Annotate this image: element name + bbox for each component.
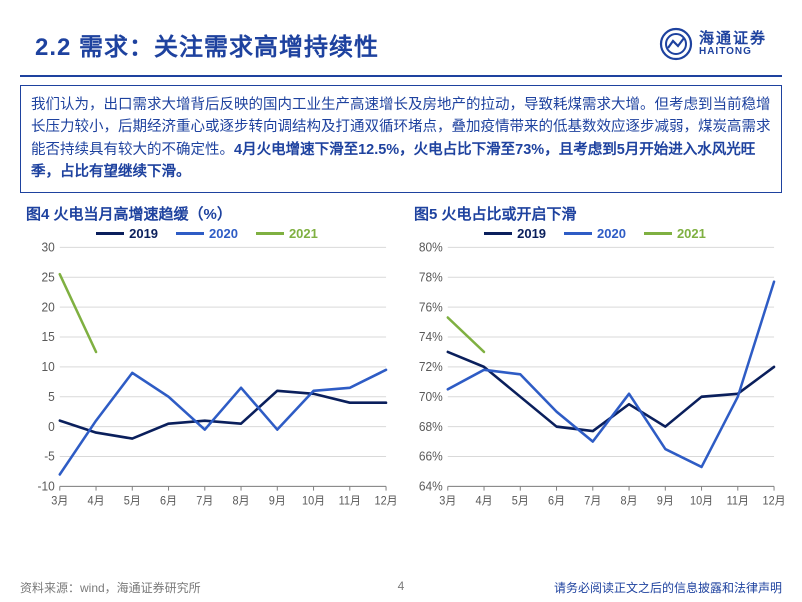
legend-label: 2020: [597, 226, 626, 241]
svg-text:4月: 4月: [88, 495, 105, 507]
chart-right-col: 图5 火电占比或开启下滑 2019 2020 2021 64% 66% 68% 70% 72…: [406, 203, 784, 516]
legend-item: 2021: [644, 226, 706, 241]
svg-text:9月: 9月: [657, 495, 674, 507]
svg-text:11月: 11月: [339, 495, 361, 507]
legend-swatch: [484, 232, 512, 235]
svg-text:74%: 74%: [419, 330, 443, 344]
svg-text:25: 25: [42, 270, 55, 284]
svg-text:3月: 3月: [51, 495, 68, 507]
logo-icon: [659, 27, 693, 61]
svg-text:30: 30: [42, 241, 55, 255]
svg-text:10月: 10月: [302, 495, 325, 507]
legend-label: 2019: [517, 226, 546, 241]
svg-text:3月: 3月: [439, 495, 456, 507]
header-divider: [20, 75, 782, 77]
chart-left: -10 -5 0 5 10 15 20 25 30 3月 4月 5月 6月 7月 8月 9月 10月 11月 12月: [18, 241, 396, 516]
page-title: 2.2 需求：关注需求高增持续性: [35, 27, 379, 62]
svg-text:70%: 70%: [419, 390, 443, 404]
chart-right-title: 图5 火电占比或开启下滑: [414, 203, 784, 224]
svg-text:8月: 8月: [621, 495, 638, 507]
legend-swatch: [564, 232, 592, 235]
logo-text-en: HAITONG: [699, 47, 767, 57]
svg-text:7月: 7月: [584, 495, 601, 507]
svg-text:5月: 5月: [124, 495, 141, 507]
svg-text:-10: -10: [38, 479, 55, 493]
legend-item: 2020: [564, 226, 626, 241]
svg-text:76%: 76%: [419, 300, 443, 314]
charts-row: 图4 火电当月高增速趋缓（%） 2019 2020 2021 -10 -5 0 5 10 15…: [0, 203, 802, 516]
svg-text:12月: 12月: [763, 495, 784, 507]
footer-disclaimer: 请务必阅读正文之后的信息披露和法律声明: [554, 579, 782, 596]
svg-text:66%: 66%: [419, 449, 443, 463]
legend-swatch: [256, 232, 284, 235]
legend-label: 2021: [677, 226, 706, 241]
footer-source: 资料来源：wind，海通证券研究所: [20, 579, 201, 596]
svg-text:80%: 80%: [419, 241, 443, 255]
svg-text:72%: 72%: [419, 360, 443, 374]
svg-text:5月: 5月: [512, 495, 529, 507]
svg-text:15: 15: [42, 330, 55, 344]
svg-text:4月: 4月: [476, 495, 493, 507]
legend-item: 2019: [484, 226, 546, 241]
svg-text:78%: 78%: [419, 270, 443, 284]
legend-swatch: [644, 232, 672, 235]
svg-text:6月: 6月: [548, 495, 565, 507]
svg-text:10月: 10月: [690, 495, 713, 507]
svg-text:5: 5: [48, 390, 55, 404]
logo-text-cn: 海通证券: [699, 32, 767, 47]
legend-label: 2020: [209, 226, 238, 241]
svg-text:0: 0: [48, 419, 55, 433]
legend-item: 2021: [256, 226, 318, 241]
footer: 资料来源：wind，海通证券研究所 4 请务必阅读正文之后的信息披露和法律声明: [0, 579, 802, 596]
logo: 海通证券 HAITONG: [659, 27, 782, 61]
chart-right-legend: 2019 2020 2021: [406, 226, 784, 241]
legend-label: 2021: [289, 226, 318, 241]
header: 2.2 需求：关注需求高增持续性 海通证券 HAITONG: [0, 0, 802, 70]
svg-text:7月: 7月: [196, 495, 213, 507]
chart-left-col: 图4 火电当月高增速趋缓（%） 2019 2020 2021 -10 -5 0 5 10 15…: [18, 203, 396, 516]
svg-text:10: 10: [42, 360, 55, 374]
chart-left-legend: 2019 2020 2021: [18, 226, 396, 241]
svg-text:64%: 64%: [419, 479, 443, 493]
svg-text:12月: 12月: [375, 495, 396, 507]
chart-left-title: 图4 火电当月高增速趋缓（%）: [26, 203, 396, 224]
legend-swatch: [96, 232, 124, 235]
legend-label: 2019: [129, 226, 158, 241]
svg-text:20: 20: [42, 300, 55, 314]
chart-right: 64% 66% 68% 70% 72% 74% 76% 78% 80% 3月 4月 5月 6月 7月 8月 9…: [406, 241, 784, 516]
footer-page: 4: [398, 579, 405, 593]
legend-item: 2020: [176, 226, 238, 241]
svg-text:68%: 68%: [419, 419, 443, 433]
legend-swatch: [176, 232, 204, 235]
legend-item: 2019: [96, 226, 158, 241]
svg-text:11月: 11月: [727, 495, 749, 507]
svg-text:8月: 8月: [233, 495, 250, 507]
summary-box: 我们认为，出口需求大增背后反映的国内工业生产高速增长及房地产的拉动，导致耗煤需求…: [20, 85, 782, 193]
svg-text:6月: 6月: [160, 495, 177, 507]
svg-text:9月: 9月: [269, 495, 286, 507]
svg-text:-5: -5: [44, 449, 55, 463]
